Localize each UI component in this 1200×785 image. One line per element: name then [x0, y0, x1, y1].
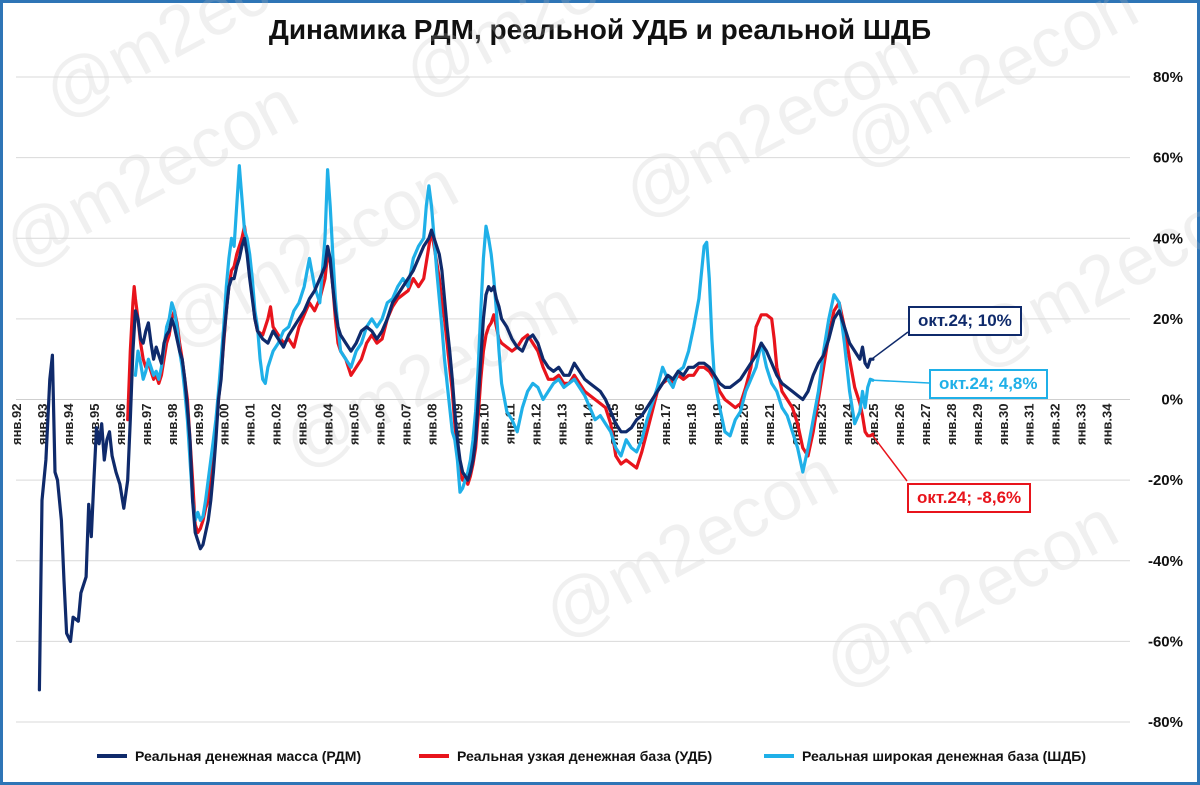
watermark-text: @m2econ — [810, 484, 1129, 703]
x-tick-label: янв.14 — [580, 403, 595, 445]
x-tick-label: янв.34 — [1100, 403, 1115, 445]
legend-item-udb: Реальная узкая денежная база (УДБ) — [419, 748, 712, 764]
x-axis-ticks: янв.92 янв.93 янв.94 янв.95 янв.96 янв.97 янв.… — [9, 403, 1115, 445]
x-tick-label: янв.31 — [1022, 404, 1037, 446]
legend-label-shdb: Реальная широкая денежная база (ШДБ) — [802, 748, 1087, 764]
x-tick-label: янв.23 — [814, 404, 829, 446]
x-tick-label: янв.11 — [502, 404, 517, 445]
legend-label-rdm: Реальная денежная масса (РДМ) — [135, 748, 362, 764]
x-tick-label: янв.01 — [243, 404, 258, 446]
chart-title: Динамика РДМ, реальной УДБ и реальной ШД… — [268, 14, 932, 45]
series-line-rdm — [37, 228, 875, 692]
legend-swatch-udb — [419, 754, 449, 758]
callout-rdm: окт.24; 10% — [908, 306, 1022, 336]
y-tick-label: -80% — [1148, 714, 1183, 731]
legend-item-rdm: Реальная денежная масса (РДМ) — [97, 748, 361, 764]
x-tick-label: янв.18 — [684, 404, 699, 446]
callout-udb: окт.24; -8,6% — [907, 483, 1032, 513]
x-tick-label: янв.92 — [9, 404, 24, 446]
y-tick-label: -20% — [1148, 472, 1183, 489]
x-tick-label: янв.33 — [1074, 404, 1089, 446]
callout-leaders — [871, 331, 930, 482]
watermark-text: @m2econ — [950, 164, 1200, 383]
x-tick-label: янв.05 — [347, 404, 362, 446]
callout-rdm-leader — [871, 331, 909, 360]
x-tick-label: янв.04 — [321, 403, 336, 445]
x-tick-label: янв.06 — [373, 404, 388, 446]
x-tick-label: янв.08 — [424, 404, 439, 446]
x-tick-label: янв.29 — [970, 404, 985, 446]
x-tick-label: янв.25 — [866, 404, 881, 446]
legend: Реальная денежная масса (РДМ) Реальная у… — [0, 748, 1200, 772]
x-tick-label: янв.00 — [217, 404, 232, 446]
legend-label-udb: Реальная узкая денежная база (УДБ) — [457, 748, 713, 764]
x-tick-label: янв.21 — [762, 404, 777, 446]
x-tick-label: янв.03 — [295, 404, 310, 446]
legend-swatch-rdm — [97, 754, 127, 758]
x-tick-label: янв.94 — [61, 403, 76, 445]
callout-shdb-leader — [871, 379, 930, 384]
x-tick-label: янв.98 — [165, 404, 180, 446]
x-tick-label: янв.10 — [476, 404, 491, 446]
series-layer — [37, 164, 875, 692]
x-tick-label: янв.17 — [658, 404, 673, 446]
x-tick-label: янв.24 — [840, 403, 855, 445]
x-tick-label: янв.20 — [736, 404, 751, 446]
x-tick-label: янв.32 — [1048, 404, 1063, 446]
series-line-udb — [126, 224, 875, 535]
y-tick-label: 0% — [1161, 392, 1183, 409]
x-tick-label: янв.28 — [944, 404, 959, 446]
watermark-text: @m2econ — [390, 0, 709, 113]
x-tick-label: янв.30 — [996, 404, 1011, 446]
x-tick-label: янв.26 — [892, 404, 907, 446]
x-tick-label: янв.97 — [139, 404, 154, 446]
y-tick-label: -40% — [1148, 553, 1183, 570]
x-tick-label: янв.07 — [399, 404, 414, 446]
y-tick-label: -60% — [1148, 633, 1183, 650]
x-tick-label: янв.27 — [918, 404, 933, 446]
y-tick-label: 60% — [1153, 150, 1183, 167]
legend-item-shdb: Реальная широкая денежная база (ШДБ) — [764, 748, 1086, 764]
x-tick-label: янв.12 — [528, 404, 543, 446]
y-tick-label: 20% — [1153, 311, 1183, 328]
callout-shdb: окт.24; 4,8% — [929, 369, 1048, 399]
y-axis-ticks: 80% 60% 40% 20% 0% -20% -40% -60% -80% — [1148, 69, 1183, 731]
x-tick-label: янв.99 — [191, 404, 206, 446]
callout-udb-leader — [871, 433, 908, 482]
y-tick-label: 40% — [1153, 230, 1183, 247]
legend-swatch-shdb — [764, 754, 794, 758]
x-tick-label: янв.96 — [113, 404, 128, 446]
y-tick-label: 80% — [1153, 69, 1183, 86]
x-tick-label: янв.02 — [269, 404, 284, 446]
x-tick-label: янв.13 — [554, 404, 569, 446]
